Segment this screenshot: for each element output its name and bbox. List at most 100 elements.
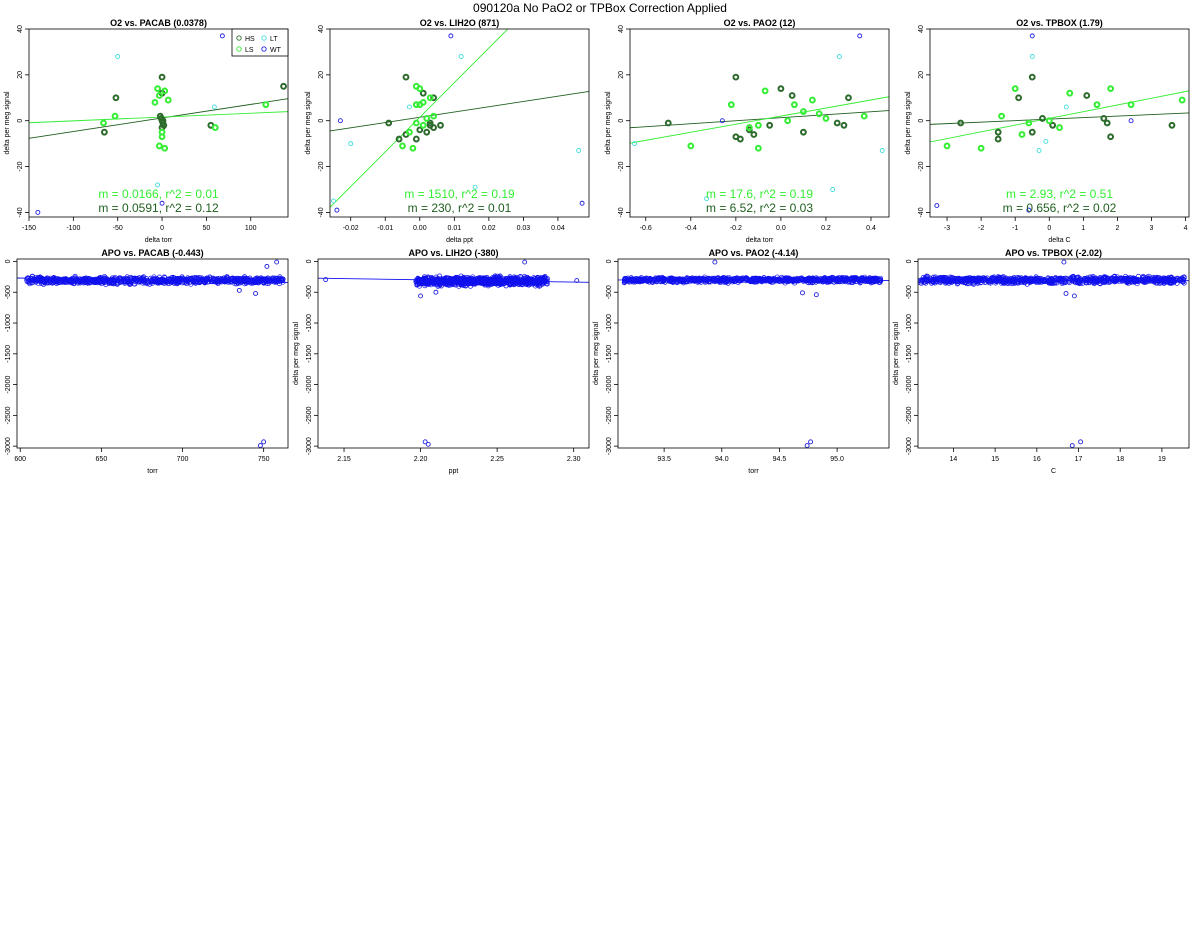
band-point [770,279,776,285]
data-point-hs [833,119,841,127]
band-point [449,279,455,285]
y-tick-label: 40 [918,25,925,33]
band-point [484,280,491,286]
data-point-ls [727,101,735,109]
data-point-wt [1069,443,1075,448]
data-point-ls [1011,85,1019,93]
band-point [924,274,931,280]
band-point [780,278,786,284]
band-point [1114,274,1120,280]
band-point [199,276,205,282]
y-tick-label: -2000 [906,376,913,394]
fit-line-fit_light [630,96,889,144]
data-point-wt [1061,259,1067,265]
data-point-ls [784,117,792,125]
band-point [254,276,260,282]
data-point-hs [1083,92,1091,99]
band-point [421,274,427,280]
band-point [1006,278,1012,284]
data-point-hs [994,128,1002,136]
data-point-hs [732,73,740,81]
data-point-ls [1018,131,1026,138]
band-point [31,277,37,283]
band-point [490,278,496,284]
data-point-ls [1093,101,1101,109]
band-point [858,275,865,282]
data-point-hs [1100,115,1108,122]
band-point [25,276,31,282]
data-point-ls [815,110,823,118]
y-tick-label: 0 [606,259,613,263]
chart-title: O2 vs. PACAB (0.0378) [110,18,207,28]
data-point-ls [1056,124,1063,131]
band-point [193,278,199,284]
y-tick-label: -20 [318,161,325,171]
data-point-ls [809,96,816,104]
data-point-ls [754,144,762,152]
band-point [37,274,43,280]
data-point-lt [331,198,336,204]
band-point [1181,274,1187,280]
data-point-wt [1063,291,1069,296]
data-point-wt [433,289,439,295]
plot-area [630,33,889,202]
band-point [1040,277,1046,283]
band-point [965,275,971,282]
band-point [998,274,1004,280]
x-axis-label: delta torr [145,237,173,244]
band-point [542,275,548,282]
y-tick-label: 40 [17,25,24,33]
band-point [1088,278,1094,284]
x-tick-label: 0.04 [551,225,565,232]
band-point [182,277,188,283]
band-point [489,280,496,286]
band-point [94,277,100,283]
y-tick-label: -3000 [306,437,313,455]
data-point-lt [115,54,121,59]
band-point [803,276,809,283]
band-point [238,276,245,282]
data-point-ls [399,142,406,150]
chart-title: APO vs. PACAB (-0.443) [101,248,203,258]
band-point [975,276,981,282]
data-point-hs [1015,94,1023,102]
band-point [759,279,765,285]
y-tick-label: 0 [17,119,24,123]
band-point [504,278,510,284]
band-point [624,278,630,284]
x-axis-label: C [1051,468,1056,475]
data-point-ls [151,98,159,106]
data-point-wt [323,277,329,283]
plot-area [17,259,288,448]
band-point [631,276,637,282]
band-point [523,277,529,283]
band-point [217,278,223,284]
y-tick-label: -1500 [5,345,12,363]
band-point [696,276,703,282]
band-point [681,278,687,285]
data-point-ls [100,119,107,127]
band-point [413,279,419,285]
x-tick-label: 19 [1158,456,1166,463]
band-point [269,277,275,283]
band-point [193,275,199,281]
legend-label: LS [245,47,254,54]
data-point-hs [423,128,431,136]
band-point [457,280,463,286]
chart-panel-4: O2 vs. TPBOX (1.79) delta C delta per meg … [905,18,1190,244]
y-tick-label: 0 [318,119,325,123]
y-tick-label: -500 [5,285,12,299]
band-point [119,276,125,282]
data-point-wt [425,441,431,447]
band-point [190,277,196,283]
x-tick-label: 3 [1150,225,1154,232]
data-point-hs [430,124,438,131]
band-point [467,279,473,285]
band-point [109,280,115,286]
x-tick-label: 50 [202,225,210,232]
data-point-lt [704,196,710,202]
band-point [510,279,516,285]
band-point [858,277,865,283]
band-point [149,276,155,283]
fit-label-dark: m = 0.656, r^2 = 0.02 [1003,201,1117,215]
